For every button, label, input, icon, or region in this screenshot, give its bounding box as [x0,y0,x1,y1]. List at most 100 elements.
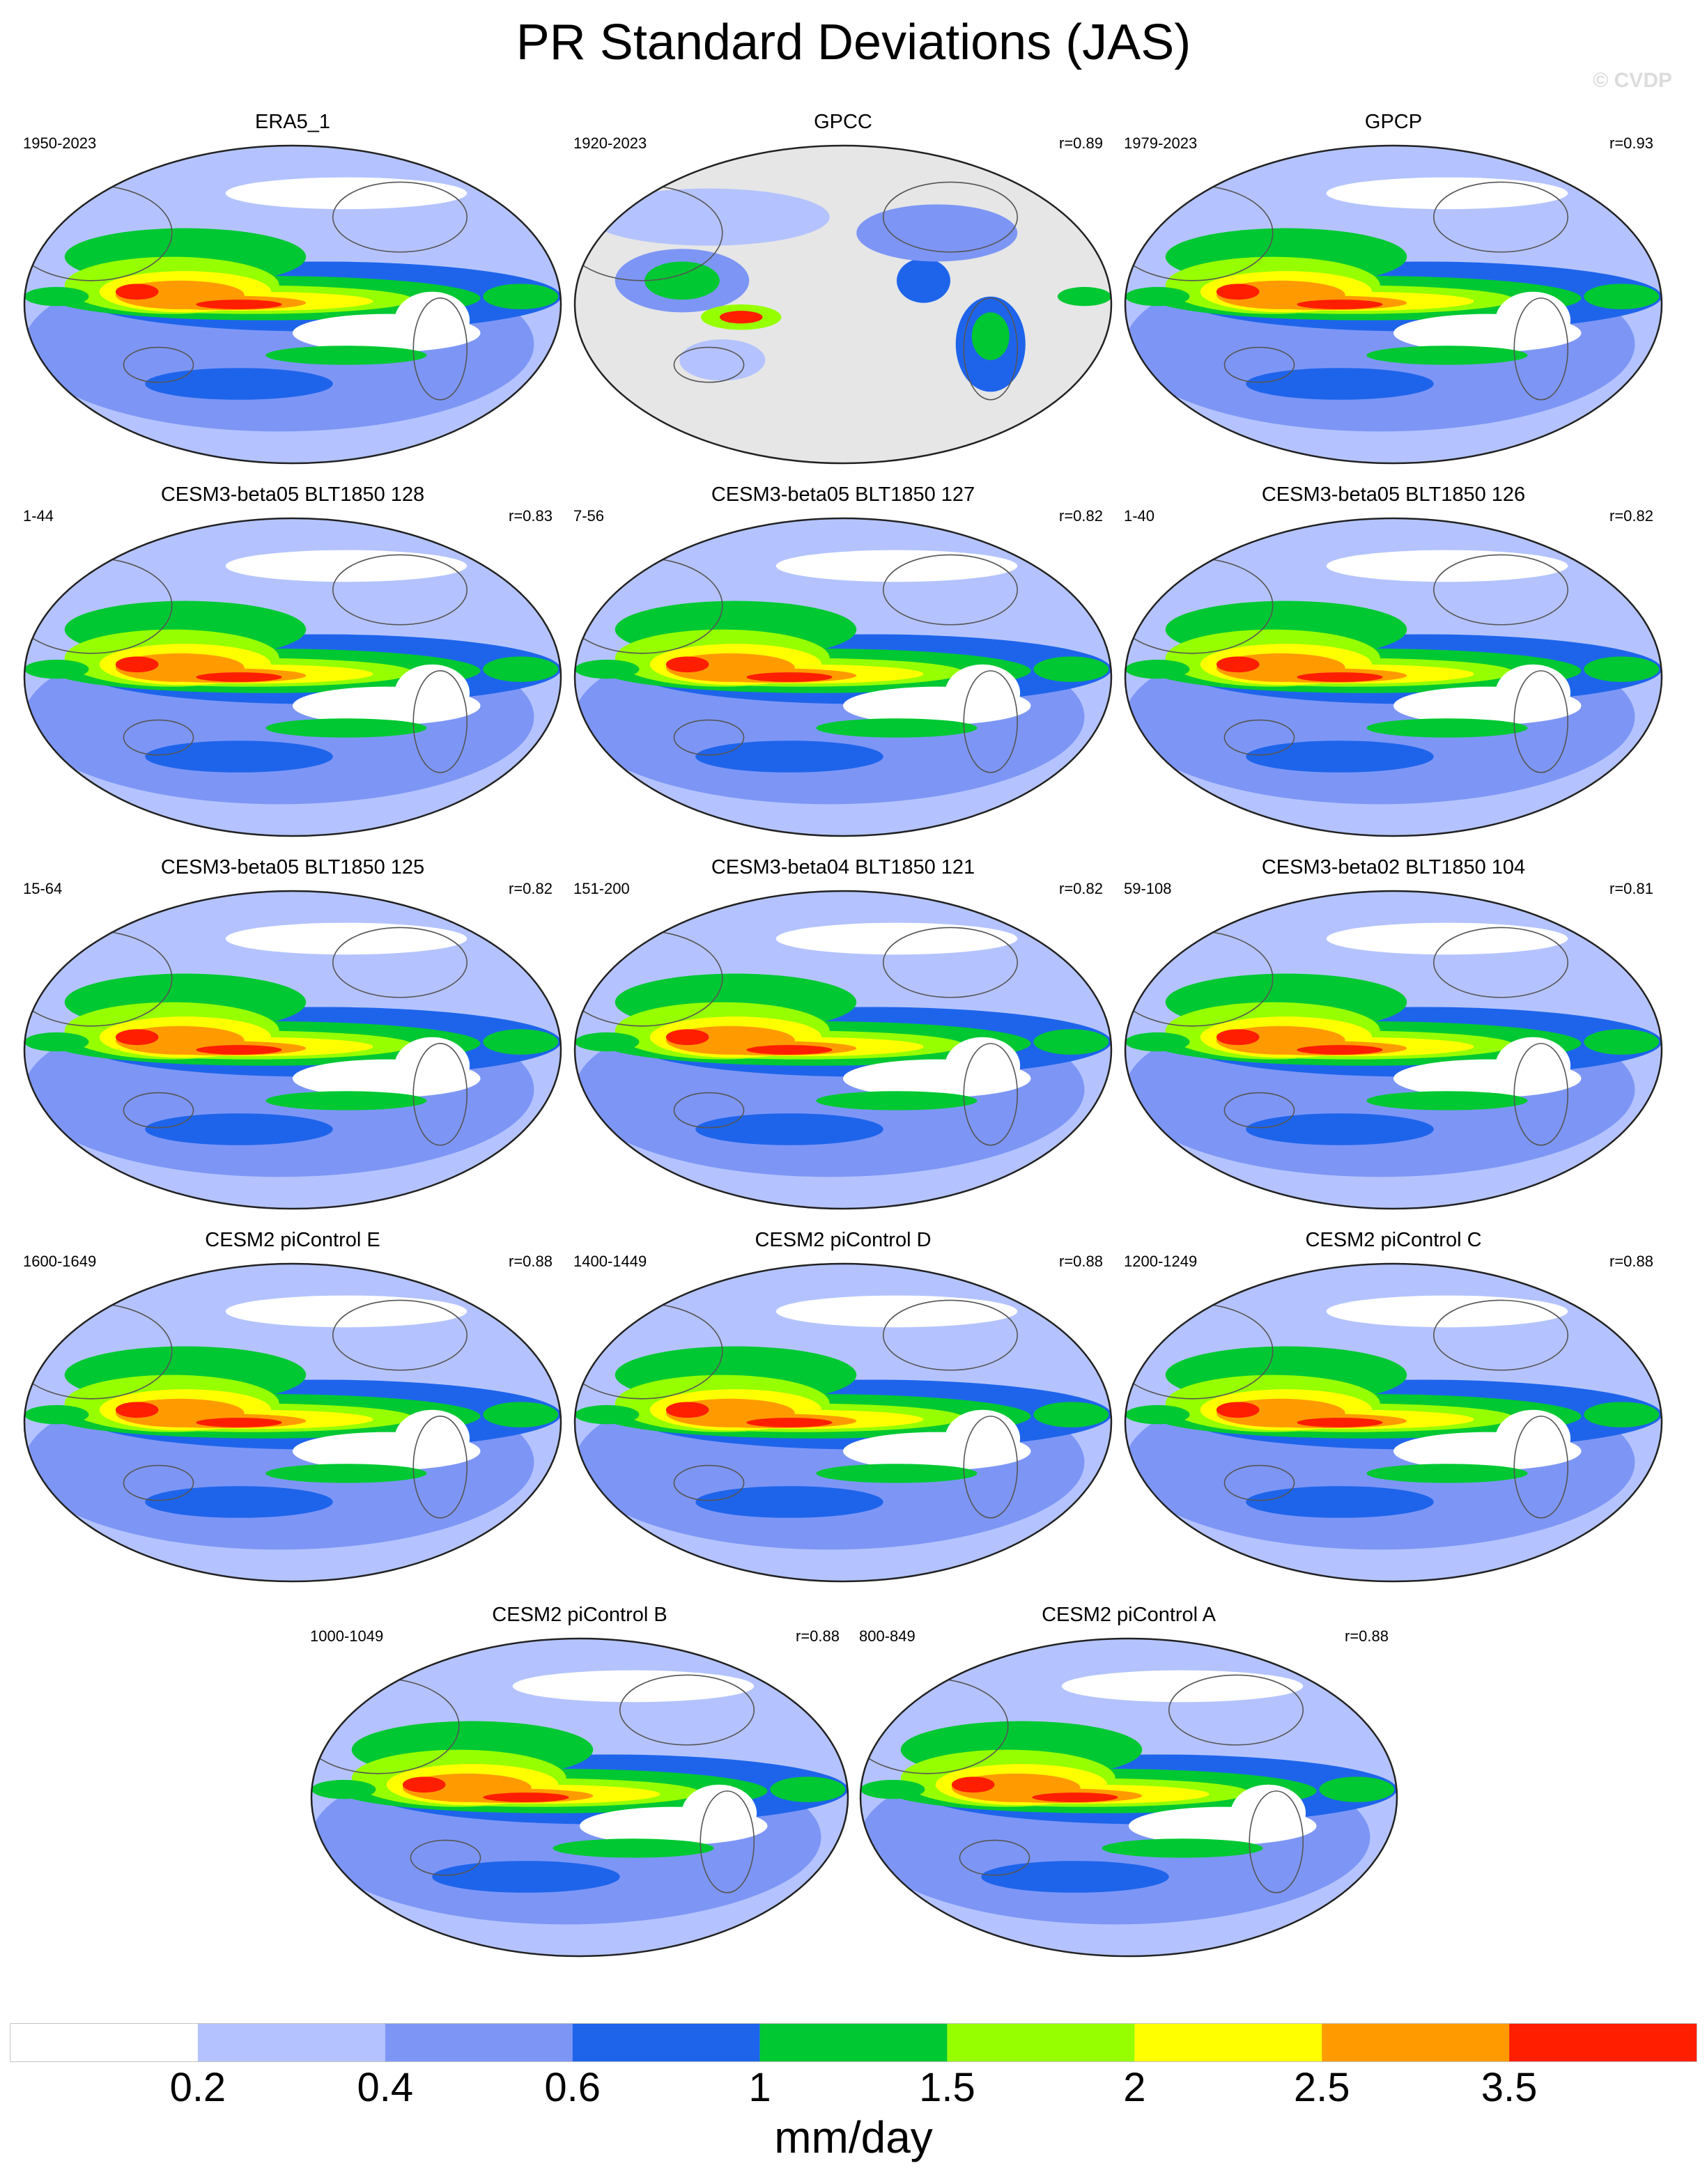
precip-contour [1495,1037,1571,1094]
colorbar-unit-label: mm/day [774,2112,933,2162]
precip-contour [1033,656,1109,682]
panel-years: 151-200 [573,880,630,897]
panel-title: CESM2 piControl E [205,1229,380,1251]
panel-years: 1400-1449 [573,1253,647,1270]
precip-contour [1366,1464,1528,1483]
panel-correlation: r=0.83 [509,507,553,525]
panel-correlation: r=0.88 [1609,1253,1653,1270]
map-border [1124,890,1663,1210]
panel-years: 1600-1649 [23,1253,96,1270]
precip-contour [145,741,333,773]
precip-contour [816,1091,978,1110]
precip-contour [483,1402,559,1427]
map-border [23,517,562,837]
panel-correlation: r=0.82 [509,880,553,897]
panel-correlation: r=0.88 [796,1627,840,1645]
precip-contour [265,1464,427,1483]
map-panel: CESM2 piControl C 1200-1249 r=0.88 [1124,1229,1663,1583]
precip-contour [196,672,282,682]
panel-correlation: r=0.88 [509,1253,553,1270]
colorbar-tick-label: 0.4 [357,2065,413,2110]
colorbar-swatch [759,2024,948,2061]
colorbar-swatch [1509,2024,1697,2061]
map-panel: ERA5_1 1950-2023 [23,111,562,465]
precip-contour [575,1032,640,1052]
precip-contour [265,718,427,738]
precip-contour [1319,1776,1395,1802]
panel-correlation: r=0.82 [1059,507,1103,525]
map-border [1124,144,1663,465]
map-border [23,144,562,465]
precip-contour [115,1029,159,1046]
colorbar-tick-label: 1 [748,2065,771,2110]
precip-contour [1125,286,1190,307]
precip-contour [196,1418,282,1427]
precip-contour [196,1045,282,1055]
panel-correlation: r=0.93 [1609,134,1653,152]
panel-grid: ERA5_1 1950-2023 GPCC 1920-2023 r=0.89 GPCP 19… [23,111,1663,1958]
precip-contour [575,1404,640,1425]
panel-title: CESM3-beta04 BLT1850 121 [711,856,975,878]
precip-contour [746,1418,833,1427]
precip-contour [1584,1402,1660,1427]
panel-title: GPCP [1365,111,1422,133]
precip-contour [588,188,830,246]
precip-contour [816,1464,978,1483]
precip-contour [816,718,978,738]
precip-contour [1216,284,1260,300]
precip-contour [775,550,1018,582]
precip-contour [24,659,89,679]
precip-contour [483,1792,569,1802]
map-border [573,890,1113,1210]
panel-years: 1200-1249 [1124,1253,1197,1270]
map-border [310,1637,849,1958]
panel-title: CESM2 piControl B [492,1604,667,1626]
precip-contour [719,311,763,324]
map-panel: GPCP 1979-2023 r=0.93 [1124,111,1663,465]
precip-contour [1033,1402,1109,1427]
watermark: © CVDP [1593,69,1672,92]
precip-contour [394,1409,470,1467]
panel-title: CESM3-beta02 BLT1850 104 [1262,856,1525,878]
precip-contour [1216,1029,1260,1046]
precip-contour [775,1295,1018,1328]
precip-contour [856,204,1018,262]
precip-contour [1366,1091,1528,1110]
precip-contour [575,659,640,679]
colorbar: 0.2 0.4 0.6 1 1.5 2 2.5 3.5 mm/day [10,2023,1697,2162]
colorbar-tick-label: 0.2 [170,2065,226,2110]
precip-contour [145,368,333,400]
coastline [1125,181,1569,401]
precip-contour [553,1838,714,1858]
precip-contour [1297,1418,1383,1427]
precip-contour [945,1037,1021,1094]
panel-years: 1000-1049 [310,1627,383,1645]
map-border [1124,1262,1663,1583]
precip-contour [265,346,427,365]
precip-contour [897,258,950,303]
panel-years: 1-44 [23,507,54,525]
precip-contour [945,1409,1021,1467]
colorbar-swatch [385,2024,573,2061]
panel-years: 800-849 [859,1627,916,1645]
precip-contour [951,1776,995,1793]
precip-contour [1297,672,1383,682]
precip-contour [311,1779,376,1799]
precip-contour [115,284,159,300]
panel-years: 1-40 [1124,507,1154,525]
panel-correlation: r=0.89 [1059,134,1103,152]
precip-contour [1033,1029,1109,1055]
panel-correlation: r=0.88 [1345,1627,1389,1645]
precip-contour [24,1404,89,1425]
precip-contour [115,656,159,673]
panel-correlation: r=0.81 [1609,880,1653,897]
precip-contour [681,1784,757,1842]
precip-contour [1326,550,1568,582]
panel-title: GPCC [814,111,872,133]
precip-contour [770,1776,846,1802]
precip-contour [1584,656,1660,682]
map-border [573,1262,1113,1583]
panel-title: ERA5_1 [255,111,330,133]
colorbar-swatch [947,2024,1135,2061]
precip-contour [1584,284,1660,309]
